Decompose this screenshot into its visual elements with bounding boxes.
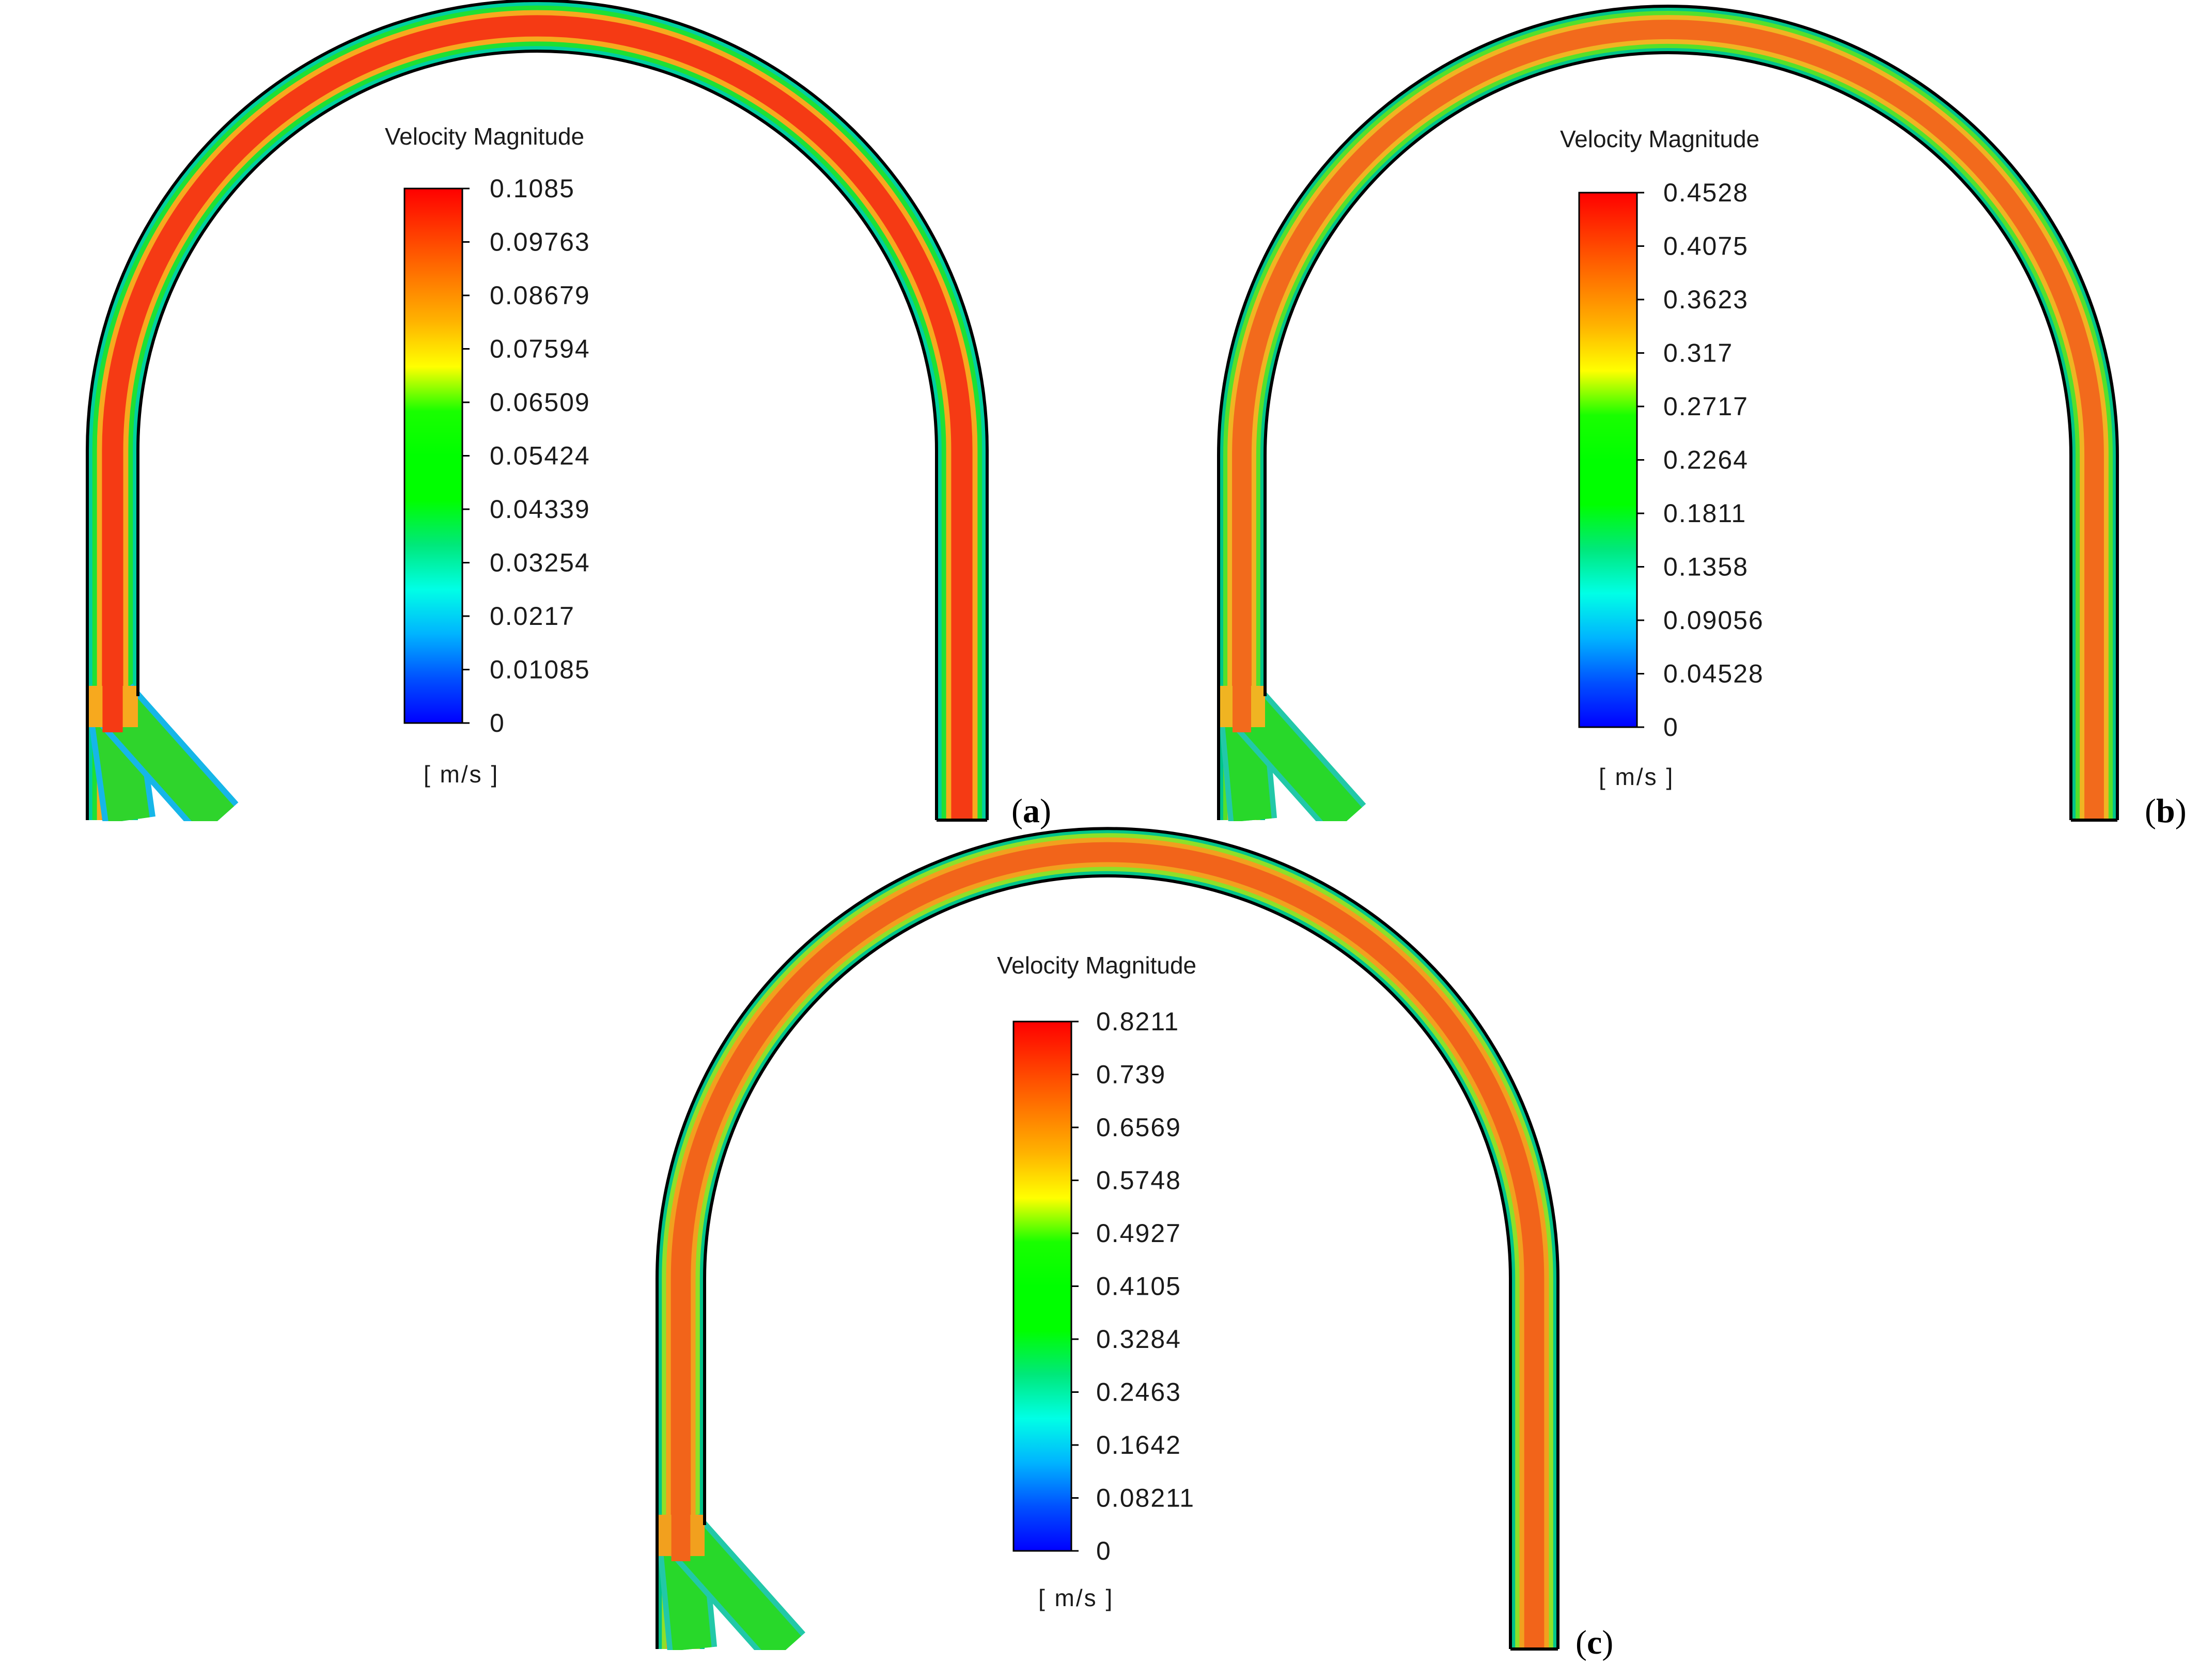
- flow-band-core: [1232, 20, 2104, 820]
- colorbar-scale: [1578, 192, 1638, 728]
- colorbar-tick-label: 0.317: [1663, 339, 1733, 368]
- colorbar-tick-label: 0: [1663, 713, 1679, 742]
- colorbar-tick-label: 0: [1096, 1536, 1112, 1565]
- junction-jet: [102, 670, 123, 732]
- colorbar-tick-label: 0.2463: [1096, 1378, 1181, 1407]
- unit-label: [ m/s ]: [424, 761, 499, 788]
- unit-label: [ m/s ]: [1038, 1584, 1114, 1611]
- panel-a: Velocity Magnitude 0.10850.097630.086790…: [41, 0, 1051, 862]
- colorbar-tick-label: 0.2264: [1663, 446, 1749, 475]
- colorbar-tick-label: 0.5748: [1096, 1166, 1181, 1195]
- colorbar-tick-label: 0.04339: [490, 495, 590, 524]
- panel-c: Velocity Magnitude 0.8211 0.739 0.6569 0.57…: [604, 827, 1613, 1680]
- colorbar-tick-label: 0.06509: [490, 388, 590, 417]
- colorbar-tick-label: 0.05424: [490, 442, 590, 470]
- colorbar-b: Velocity Magnitude 0.4528 0.4075 0.3623 0.3…: [1560, 125, 1764, 790]
- pipe-outer-wall: [1217, 5, 2119, 820]
- colorbar-tick-label: 0.1811: [1663, 499, 1746, 528]
- colorbar-tick-label: 0.1358: [1663, 553, 1749, 582]
- colorbar-tick-label: 0: [490, 709, 505, 737]
- pipe-outer-wall: [86, 0, 989, 820]
- colorbar-tick-label: 0.2717: [1663, 392, 1749, 421]
- pipe-contour-b: [1165, 5, 2119, 862]
- panel-label-a: (a): [1011, 792, 1051, 830]
- colorbar-tick-label: 0.08211: [1096, 1484, 1195, 1513]
- colorbar-ticks: 0.4528 0.4075 0.3623 0.317 0.2717 0.2264 0.181…: [1637, 178, 1764, 742]
- pipe-outer-wall: [656, 827, 1559, 1649]
- pipe-contour-c: [604, 827, 1559, 1680]
- panel-label-c: (c): [1576, 1624, 1613, 1661]
- colorbar-tick-label: 0.1642: [1096, 1431, 1181, 1459]
- flow-band-core: [670, 842, 1545, 1649]
- colorbar-tick-label: 0.8211: [1096, 1007, 1179, 1036]
- unit-label: [ m/s ]: [1599, 763, 1674, 790]
- colorbar-tick-label: 0.4075: [1663, 232, 1749, 261]
- pipe-inner-wall: [136, 50, 938, 820]
- inlet-base-mask: [41, 821, 403, 862]
- colorbar-tick-label: 0.0217: [490, 602, 575, 631]
- flow-band-core: [102, 15, 973, 820]
- colorbar-tick-label: 0.4927: [1096, 1219, 1181, 1248]
- colorbar-a: Velocity Magnitude 0.10850.097630.086790…: [385, 123, 590, 788]
- colorbar-scale: [403, 187, 463, 724]
- colorbar-tick-label: 0.08679: [490, 281, 590, 310]
- colorbar-tick-label: 0.4528: [1663, 178, 1749, 207]
- legend-title: Velocity Magnitude: [385, 123, 584, 150]
- pipe-inner-wall: [1264, 51, 2072, 820]
- colorbar-tick-label: 0.09763: [490, 228, 590, 257]
- legend-title: Velocity Magnitude: [997, 952, 1196, 979]
- colorbar-c: Velocity Magnitude 0.8211 0.739 0.6569 0.57…: [997, 952, 1196, 1611]
- pipe-contour-a: [41, 0, 989, 862]
- colorbar-tick-label: 0.03254: [490, 548, 590, 577]
- colorbar-tick-label: 0.01085: [490, 655, 590, 684]
- colorbar-tick-label: 0.3623: [1663, 285, 1749, 314]
- panel-b: Velocity Magnitude 0.4528 0.4075 0.3623 0.3…: [1165, 5, 2187, 862]
- junction-jet: [671, 1499, 691, 1561]
- colorbar-tick-label: 0.6569: [1096, 1113, 1181, 1142]
- inlet-base-mask: [604, 1650, 966, 1680]
- colorbar-tick-label: 0.3284: [1096, 1325, 1181, 1354]
- colorbar-ticks: 0.8211 0.739 0.6569 0.5748 0.4927 0.4105 0.328…: [1071, 1007, 1195, 1565]
- junction-jet: [1233, 670, 1251, 732]
- colorbar-ticks: 0.1085 0.09763 0.08679 0.07594 0.06509 0.0542…: [462, 174, 590, 737]
- colorbar-tick-label: 0.07594: [490, 335, 590, 364]
- legend-title: Velocity Magnitude: [1560, 125, 1759, 152]
- colorbar-tick-label: 0.4105: [1096, 1272, 1181, 1301]
- colorbar-tick-label: 0.1085: [490, 174, 575, 203]
- pipe-inner-wall: [703, 874, 1512, 1649]
- colorbar-scale: [1012, 1020, 1072, 1552]
- colorbar-tick-label: 0.739: [1096, 1060, 1166, 1089]
- colorbar-tick-label: 0.09056: [1663, 606, 1764, 635]
- panel-label-b: (b): [2145, 792, 2187, 830]
- colorbar-tick-label: 0.04528: [1663, 660, 1764, 688]
